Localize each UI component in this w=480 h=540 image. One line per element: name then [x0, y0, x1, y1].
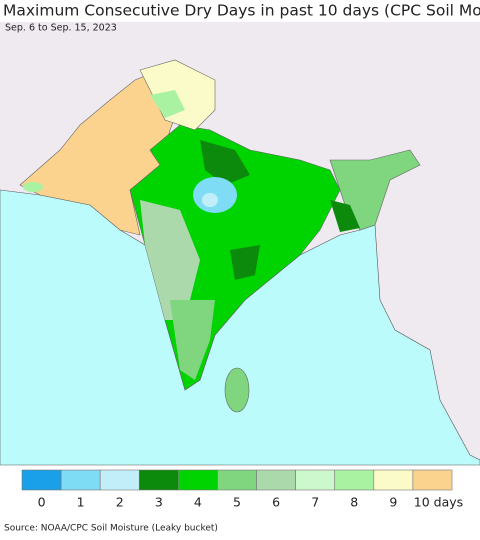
- legend-label: 0: [38, 495, 46, 510]
- subtitle: Sep. 6 to Sep. 15, 2023: [5, 23, 117, 34]
- sri-lanka: [224, 367, 250, 413]
- patch: [150, 90, 185, 118]
- legend-swatch: [256, 469, 296, 491]
- legend-swatch: [60, 469, 101, 491]
- legend-swatch: [21, 469, 62, 491]
- patch: [200, 140, 250, 185]
- legend-swatch: [373, 469, 414, 491]
- legend: 0 1 2 3 4 5 6 7 8 9 10 days: [21, 469, 463, 510]
- legend-label: 5: [233, 495, 241, 510]
- ocean: [0, 189, 480, 466]
- legend-label: 9: [389, 495, 397, 510]
- legend-swatch: [412, 469, 453, 491]
- patch: [230, 245, 260, 280]
- map: [0, 22, 480, 466]
- legend-label: 6: [272, 495, 280, 510]
- source: Source: NOAA/CPC Soil Moisture (Leaky bu…: [4, 524, 218, 534]
- legend-label: 10 days: [414, 495, 463, 510]
- patch: [330, 200, 360, 232]
- patch: [23, 182, 43, 192]
- patch: [140, 200, 200, 320]
- patch: [170, 300, 215, 380]
- legend-swatch: [99, 469, 140, 491]
- pakistan-region: [19, 69, 186, 236]
- legend-label: 7: [311, 495, 319, 510]
- legend-swatch: [295, 469, 336, 491]
- legend-label: 2: [116, 495, 124, 510]
- legend-label: 4: [194, 495, 202, 510]
- patch: [202, 193, 218, 207]
- legend-swatch: [217, 469, 257, 491]
- legend-swatch: [334, 469, 375, 491]
- legend-label: 1: [77, 495, 85, 510]
- title: Maximum Consecutive Dry Days in past 10 …: [3, 2, 480, 20]
- legend-label: 8: [350, 495, 358, 510]
- legend-swatch: [178, 469, 218, 491]
- legend-swatch: [138, 469, 179, 491]
- legend-label: 3: [155, 495, 163, 510]
